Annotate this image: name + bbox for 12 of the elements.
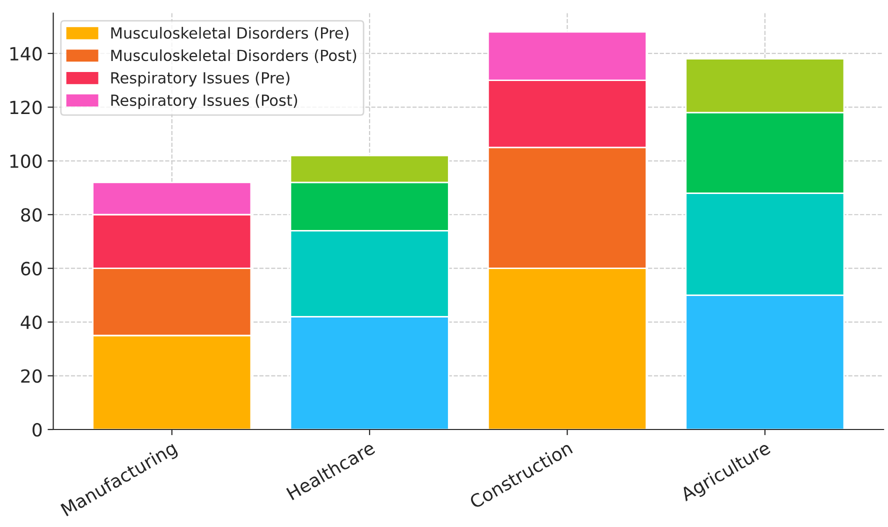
legend-label: Musculoskeletal Disorders (Pre) bbox=[111, 26, 348, 41]
legend-label: Respiratory Issues (Post) bbox=[111, 94, 298, 109]
y-tick-label: 60 bbox=[21, 262, 42, 276]
y-tick-label: 140 bbox=[10, 46, 42, 61]
y-tick-label: 40 bbox=[20, 316, 42, 330]
legend-label: Respiratory Issues (Pre) bbox=[111, 72, 290, 87]
y-tick-label: 0 bbox=[32, 422, 42, 437]
y-tick-label: 100 bbox=[10, 154, 42, 168]
y-tick-label: 120 bbox=[10, 100, 42, 114]
y-tick-label: 80 bbox=[21, 208, 42, 222]
legend-label: Musculoskeletal Disorders (Post) bbox=[111, 49, 356, 63]
y-tick-label: 20 bbox=[21, 369, 42, 383]
